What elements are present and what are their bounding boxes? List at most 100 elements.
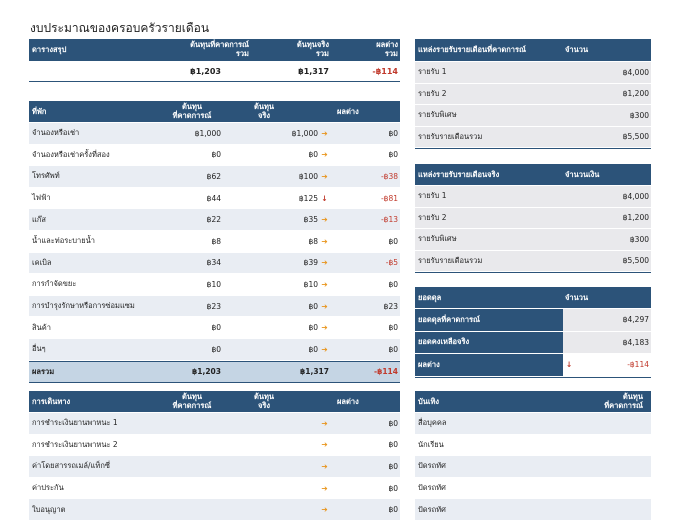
header-text: ต้นทุน bbox=[253, 391, 275, 401]
table-row: แก๊ส ฿22 ฿35 ➔ -฿13 bbox=[29, 209, 400, 231]
row-label: ไฟฟ้า bbox=[32, 193, 51, 203]
actual-income-header-label: แหล่งรายรับรายเดือนจริง bbox=[418, 169, 500, 179]
housing-header-planned: ต้นทุน ที่คาดการณ์ bbox=[157, 101, 227, 122]
row-label: รายรับรายเดือนรวม bbox=[418, 255, 483, 265]
row-actual-value: ฿100 bbox=[298, 171, 318, 181]
housing-header-diff: ผลต่าง bbox=[337, 106, 359, 116]
row-actual-value: ฿0 bbox=[308, 301, 318, 311]
table-row: การชำระเงินยานพาหนะ 1 ➔ ฿0 bbox=[29, 413, 400, 435]
list-item: รายรับ 1 ฿4,000 bbox=[415, 62, 651, 84]
header-text: รวม bbox=[315, 49, 329, 58]
list-item: สื่อบุคคล bbox=[415, 413, 651, 435]
header-text: จริง bbox=[257, 400, 271, 410]
row-amount-value: ฿4,183 bbox=[622, 337, 649, 347]
arrow-right-icon: ➔ bbox=[321, 344, 328, 354]
row-actual-value: ฿39 bbox=[303, 258, 318, 268]
housing-header-label: ที่พัก bbox=[32, 106, 47, 116]
row-actual-value: ฿1,000 bbox=[291, 128, 318, 138]
row-label: ค่าประกัน bbox=[32, 483, 64, 493]
header-text: ที่คาดการณ์ bbox=[604, 400, 643, 410]
housing-total-diff: -฿114 bbox=[374, 367, 398, 377]
row-label: การบำรุงรักษาหรือการซ่อมแซม bbox=[32, 301, 135, 311]
list-item: รายรับพิเศษ ฿300 bbox=[415, 229, 651, 251]
row-actual: ฿10 ➔ bbox=[304, 274, 329, 295]
list-item: รายรับ 2 ฿1,200 bbox=[415, 83, 651, 105]
row-diff: -฿81 bbox=[380, 193, 398, 203]
row-actual: ฿0 ➔ bbox=[308, 317, 329, 338]
row-diff: ฿0 bbox=[388, 440, 398, 450]
row-diff: -฿38 bbox=[380, 171, 398, 181]
row-actual-value: ฿10 bbox=[303, 279, 318, 289]
list-item: ปัดรถทัศ bbox=[415, 456, 651, 478]
balance-header: ยอดดุล จำนวน bbox=[415, 287, 651, 309]
row-diff: -฿5 bbox=[385, 258, 398, 268]
header-text: ต้นทุน bbox=[181, 391, 203, 401]
housing-total-label: ผลรวม bbox=[32, 366, 55, 376]
summary-table: ดารางสรุป ต้นทุนที่คาดการณ์ รวม ต้นทุนจริ… bbox=[29, 39, 400, 82]
row-actual: ฿35 ➔ bbox=[304, 209, 329, 230]
row-amount: ฿1,200 bbox=[622, 89, 649, 99]
row-amount: ฿4,297 bbox=[563, 309, 651, 331]
row-planned: ฿8 bbox=[211, 236, 221, 246]
arrow-right-icon: ➔ bbox=[321, 461, 328, 471]
transport-header-label: การเดินทาง bbox=[32, 396, 71, 406]
arrow-right-icon: ➔ bbox=[321, 505, 328, 515]
row-label: รายรับ 2 bbox=[418, 212, 447, 222]
arrow-right-icon: ➔ bbox=[321, 323, 328, 333]
row-actual-value: ฿8 bbox=[308, 236, 318, 246]
table-row: โทรศัพท์ ฿62 ฿100 ➔ -฿38 bbox=[29, 166, 400, 188]
housing-header-actual: ต้นทุน จริง bbox=[249, 101, 279, 122]
row-diff: ฿0 bbox=[388, 505, 398, 515]
summary-actual: ฿1,317 bbox=[298, 67, 329, 76]
row-amount: ฿4,183 bbox=[563, 331, 651, 353]
list-item: ผลต่าง ↓ -฿114 bbox=[415, 354, 651, 377]
table-row: จำนองหรือเช่า ฿1,000 ฿1,000 ➔ ฿0 bbox=[29, 123, 400, 145]
header-text: รวม bbox=[235, 49, 249, 58]
row-diff: -฿13 bbox=[380, 215, 398, 225]
planned-income-rows: รายรับ 1 ฿4,000 รายรับ 2 ฿1,200 รายรับพิเศษ฿… bbox=[415, 62, 651, 148]
table-row: การชำระเงินยานพาหนะ 2 ➔ ฿0 bbox=[29, 434, 400, 457]
row-planned: ฿62 bbox=[206, 171, 221, 181]
balance-rows: ยอดดุลที่คาดการณ์ ฿4,297 ยอดคงเหลือจริง ฿4,… bbox=[415, 309, 651, 377]
actual-income-header-amount: จำนวนเงิน bbox=[565, 169, 600, 179]
table-row: การบำรุงรักษาหรือการซ่อมแซม ฿23 ฿0 ➔ ฿23 bbox=[29, 295, 400, 318]
actual-income-rows: รายรับ 1 ฿4,000 รายรับ 2 ฿1,200 รายรับพิเศษ฿… bbox=[415, 186, 651, 272]
row-label: การชำระเงินยานพาหนะ 2 bbox=[32, 439, 118, 449]
transport-table: การเดินทาง ต้นทุน ที่คาดการณ์ ต้นทุน จริง … bbox=[29, 391, 400, 521]
row-label: ผลต่าง bbox=[415, 354, 566, 376]
table-row: จำนองหรือเช่าครั้งที่สอง ฿0 ฿0 ➔ ฿0 bbox=[29, 144, 400, 167]
actual-income-header: แหล่งรายรับรายเดือนจริง จำนวนเงิน bbox=[415, 164, 651, 186]
row-label: น้ำและท่อระบายน้ำ bbox=[32, 236, 96, 246]
row-diff: ฿0 bbox=[388, 344, 398, 354]
row-label: สินค้า bbox=[32, 322, 51, 332]
summary-header-diff: ผลต่าง รวม bbox=[376, 39, 398, 61]
list-item: รายรับ 1 ฿4,000 bbox=[415, 186, 651, 208]
header-text: ต้นทุน bbox=[622, 391, 643, 401]
header-text: ต้นทุน bbox=[253, 101, 275, 111]
row-label: รายรับพิเศษ bbox=[418, 234, 457, 244]
row-actual-value: ฿35 bbox=[303, 215, 318, 225]
transport-header-planned: ต้นทุน ที่คาดการณ์ bbox=[157, 391, 227, 412]
arrow-right-icon: ➔ bbox=[321, 279, 328, 289]
row-label: สื่อบุคคล bbox=[418, 418, 447, 428]
header-text: ต้นทุนที่คาดการณ์ bbox=[190, 40, 249, 50]
housing-rows: จำนองหรือเช่า ฿1,000 ฿1,000 ➔ ฿0 จำนองหรือเช่… bbox=[29, 123, 400, 361]
entertainment-table: บันเทิง ต้นทุน ที่คาดการณ์ สื่อบุคคล นักเร… bbox=[415, 391, 651, 521]
header-text: ที่คาดการณ์ bbox=[172, 400, 212, 410]
balance-header-label: ยอดดุล bbox=[418, 292, 442, 302]
header-text: ที่คาดการณ์ bbox=[172, 110, 212, 120]
balance-table: ยอดดุล จำนวน ยอดดุลที่คาดการณ์ ฿4,297 ยอดค… bbox=[415, 287, 651, 378]
arrow-right-icon: ➔ bbox=[321, 215, 328, 225]
row-label: ใบอนุญาต bbox=[32, 504, 66, 514]
row-diff: ฿0 bbox=[388, 483, 398, 493]
page-title: งบประมาณของครอบครัวรายเดือน bbox=[30, 21, 210, 35]
row-amount-value: ฿4,297 bbox=[622, 315, 649, 325]
arrow-right-icon: ➔ bbox=[321, 258, 328, 268]
housing-header: ที่พัก ต้นทุน ที่คาดการณ์ ต้นทุน จริง ผลต่… bbox=[29, 101, 400, 123]
header-text: รวม bbox=[384, 49, 398, 58]
row-actual: ฿39 ➔ bbox=[304, 253, 329, 274]
row-actual-value: ฿0 bbox=[308, 150, 318, 160]
list-item: ปัดรถทัศ bbox=[415, 477, 651, 500]
summary-row: ฿1,203 ฿1,317 -฿114 bbox=[29, 62, 400, 82]
row-actual: ➔ bbox=[318, 499, 329, 520]
